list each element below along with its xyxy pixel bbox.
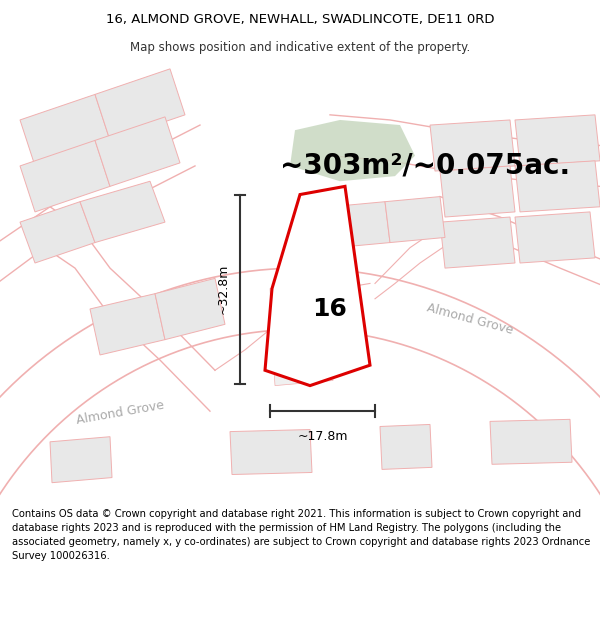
Polygon shape [330, 202, 390, 248]
Polygon shape [230, 429, 312, 474]
Polygon shape [430, 120, 515, 171]
Polygon shape [50, 437, 112, 483]
Polygon shape [80, 181, 165, 243]
Polygon shape [385, 197, 445, 242]
Polygon shape [20, 202, 95, 263]
Polygon shape [490, 419, 572, 464]
Polygon shape [380, 424, 432, 469]
Polygon shape [155, 278, 225, 339]
Text: Map shows position and indicative extent of the property.: Map shows position and indicative extent… [130, 41, 470, 54]
Text: ~303m²/~0.075ac.: ~303m²/~0.075ac. [280, 152, 570, 180]
Text: 16: 16 [313, 297, 347, 321]
Text: ~32.8m: ~32.8m [217, 264, 230, 314]
Polygon shape [95, 69, 185, 141]
Polygon shape [515, 161, 600, 212]
Polygon shape [440, 217, 515, 268]
Polygon shape [270, 284, 328, 339]
Text: 16, ALMOND GROVE, NEWHALL, SWADLINCOTE, DE11 0RD: 16, ALMOND GROVE, NEWHALL, SWADLINCOTE, … [106, 12, 494, 26]
Polygon shape [20, 141, 110, 212]
Text: Contains OS data © Crown copyright and database right 2021. This information is : Contains OS data © Crown copyright and d… [12, 509, 590, 561]
Polygon shape [515, 115, 600, 166]
Polygon shape [95, 117, 180, 186]
Polygon shape [290, 120, 415, 181]
Polygon shape [20, 94, 110, 166]
Polygon shape [515, 212, 595, 263]
Polygon shape [265, 186, 370, 386]
Polygon shape [90, 294, 165, 355]
Text: Almond Grove: Almond Grove [75, 399, 165, 428]
Text: Almond Grove: Almond Grove [425, 301, 515, 337]
Text: ~17.8m: ~17.8m [297, 429, 348, 442]
Polygon shape [272, 334, 333, 386]
Polygon shape [440, 166, 515, 217]
